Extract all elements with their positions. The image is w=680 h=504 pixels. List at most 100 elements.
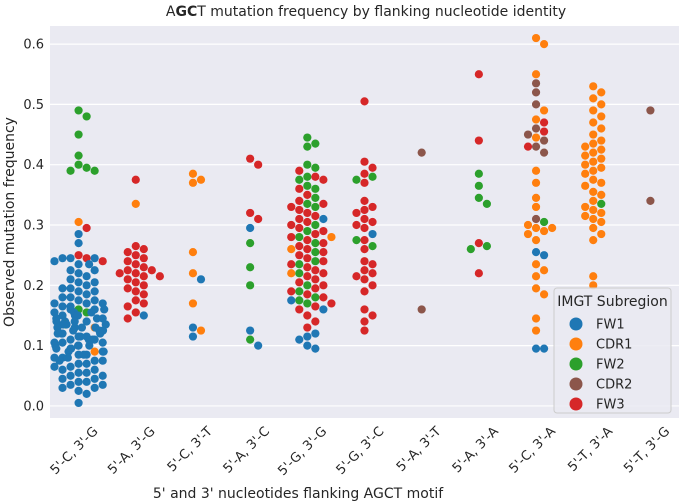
- data-point-cdr1: [532, 115, 540, 123]
- data-point-cdr1: [532, 179, 540, 187]
- data-point-cdr1: [589, 176, 597, 184]
- data-point-fw3: [327, 299, 335, 307]
- data-point-fw3: [311, 302, 319, 310]
- data-point-fw3: [319, 257, 327, 265]
- data-point-fw2: [91, 167, 99, 175]
- data-point-cdr1: [589, 149, 597, 157]
- data-point-fw1: [99, 339, 107, 347]
- data-point-fw3: [475, 269, 483, 277]
- data-point-fw3: [303, 272, 311, 280]
- data-point-fw3: [287, 203, 295, 211]
- data-point-fw3: [311, 173, 319, 181]
- data-point-cdr2: [418, 305, 426, 313]
- data-point-cdr2: [540, 149, 548, 157]
- data-point-fw3: [524, 143, 532, 151]
- data-point-fw1: [74, 287, 82, 295]
- data-point-cdr1: [581, 212, 589, 220]
- data-point-fw1: [58, 384, 66, 392]
- data-point-fw1: [287, 296, 295, 304]
- data-point-fw3: [287, 233, 295, 241]
- data-point-fw3: [295, 224, 303, 232]
- data-point-cdr1: [287, 269, 295, 277]
- data-point-fw1: [140, 311, 148, 319]
- data-point-fw1: [254, 342, 262, 350]
- data-point-cdr2: [532, 79, 540, 87]
- data-point-cdr1: [548, 224, 556, 232]
- data-point-fw2: [368, 173, 376, 181]
- data-point-cdr1: [589, 130, 597, 138]
- data-point-fw3: [303, 311, 311, 319]
- data-point-cdr1: [581, 143, 589, 151]
- data-point-cdr1: [589, 140, 597, 148]
- data-point-fw1: [93, 314, 101, 322]
- data-point-fw1: [83, 360, 91, 368]
- data-point-fw1: [74, 296, 82, 304]
- data-point-fw3: [246, 155, 254, 163]
- data-point-fw3: [360, 236, 368, 244]
- data-point-fw1: [76, 332, 84, 340]
- data-point-fw1: [74, 378, 82, 386]
- data-point-fw1: [100, 348, 108, 356]
- data-point-fw2: [74, 161, 82, 169]
- data-point-fw3: [311, 275, 319, 283]
- data-point-cdr1: [597, 100, 605, 108]
- data-point-fw3: [303, 218, 311, 226]
- data-point-fw3: [148, 266, 156, 274]
- data-point-fw3: [360, 287, 368, 295]
- data-point-fw3: [254, 161, 262, 169]
- data-point-fw1: [54, 329, 62, 337]
- data-point-fw1: [58, 284, 66, 292]
- data-point-cdr1: [189, 248, 197, 256]
- data-point-cdr1: [532, 203, 540, 211]
- data-point-fw1: [52, 345, 60, 353]
- data-point-fw3: [124, 248, 132, 256]
- data-point-fw2: [311, 203, 319, 211]
- data-point-cdr1: [532, 284, 540, 292]
- chart-title: AGCT mutation frequency by flanking nucl…: [166, 4, 566, 20]
- data-point-fw1: [83, 369, 91, 377]
- data-point-cdr1: [540, 290, 548, 298]
- data-point-fw2: [303, 133, 311, 141]
- y-axis-label: Observed mutation frequency: [2, 117, 18, 327]
- data-point-fw3: [132, 260, 140, 268]
- data-point-fw3: [368, 260, 376, 268]
- data-point-cdr1: [532, 314, 540, 322]
- data-point-fw3: [132, 287, 140, 295]
- data-point-fw3: [140, 281, 148, 289]
- data-point-cdr1: [597, 112, 605, 120]
- data-point-fw2: [246, 263, 254, 271]
- data-point-cdr2: [532, 100, 540, 108]
- data-point-fw3: [303, 209, 311, 217]
- data-point-fw3: [295, 305, 303, 313]
- data-point-fw2: [74, 152, 82, 160]
- x-axis-ticks: 5'-C, 3'-G 5'-A, 3'-G 5'-C, 3'-T 5'-A, 3'-C…: [48, 424, 674, 479]
- data-point-cdr1: [597, 209, 605, 217]
- data-point-fw2: [295, 176, 303, 184]
- data-point-fw3: [311, 284, 319, 292]
- data-point-fw2: [352, 176, 360, 184]
- data-point-fw2: [295, 233, 303, 241]
- data-point-fw2: [475, 182, 483, 190]
- data-point-fw3: [360, 97, 368, 105]
- data-point-cdr1: [597, 155, 605, 163]
- data-point-fw1: [246, 224, 254, 232]
- data-point-fw3: [303, 263, 311, 271]
- data-point-fw1: [50, 363, 58, 371]
- data-point-cdr1: [540, 40, 548, 48]
- data-point-fw3: [360, 266, 368, 274]
- data-point-cdr2: [418, 149, 426, 157]
- data-point-fw2: [246, 281, 254, 289]
- data-point-fw3: [368, 311, 376, 319]
- data-point-fw3: [303, 323, 311, 331]
- legend-label-cdr1: CDR1: [596, 338, 632, 353]
- data-point-fw1: [66, 254, 74, 262]
- legend-label-cdr2: CDR2: [596, 378, 632, 393]
- x-tick-label: 5'-T, 3'-G: [621, 424, 673, 476]
- data-point-fw3: [352, 272, 360, 280]
- data-point-fw1: [58, 366, 66, 374]
- data-point-cdr1: [589, 106, 597, 114]
- data-point-fw1: [319, 305, 327, 313]
- data-point-cdr1: [589, 188, 597, 196]
- data-point-fw2: [303, 161, 311, 169]
- data-point-cdr1: [589, 94, 597, 102]
